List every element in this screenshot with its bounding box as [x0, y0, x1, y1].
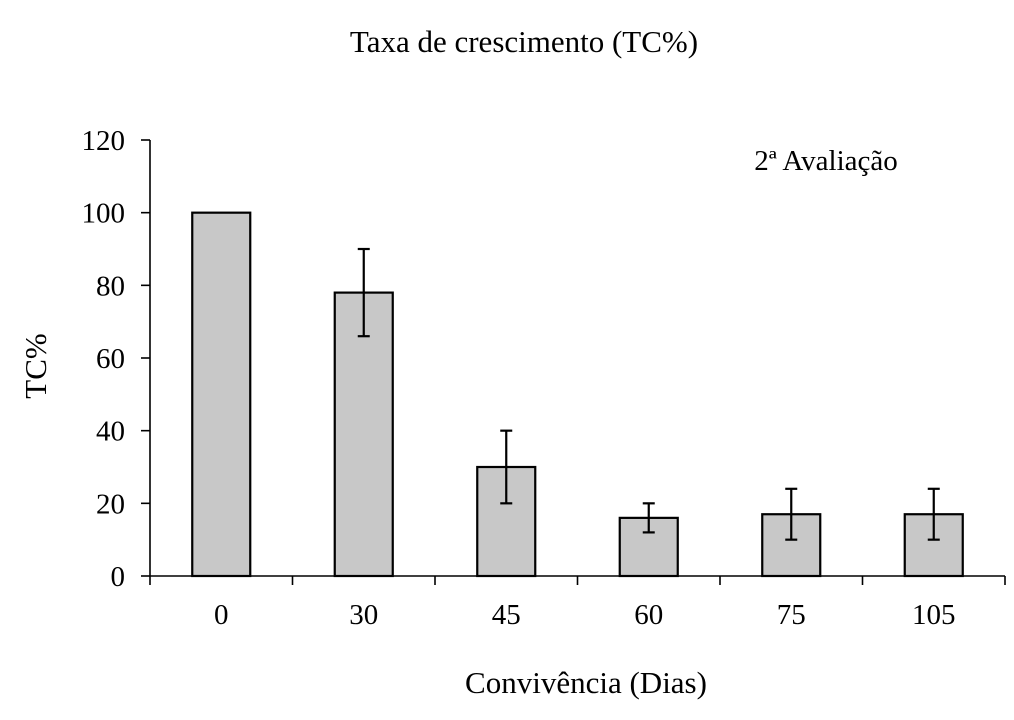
y-tick-label-120: 120 — [82, 125, 126, 157]
y-tick-label-80: 80 — [96, 270, 125, 302]
y-tick-label-40: 40 — [96, 416, 125, 448]
y-axis-title: TC% — [18, 333, 53, 398]
x-tick-label-0: 0 — [214, 599, 229, 631]
chart-title: Taxa de crescimento (TC%) — [350, 24, 698, 59]
y-tick-label-0: 0 — [111, 561, 126, 593]
y-tick-label-20: 20 — [96, 488, 125, 520]
y-tick-label-60: 60 — [96, 343, 125, 375]
x-tick-label-60: 60 — [634, 599, 663, 631]
x-tick-label-105: 105 — [912, 599, 956, 631]
chart-annotation: 2ª Avaliação — [754, 145, 898, 177]
x-tick-label-45: 45 — [492, 599, 521, 631]
bar-30 — [333, 291, 394, 578]
bar-75 — [761, 513, 822, 578]
x-tick-label-75: 75 — [777, 599, 806, 631]
x-axis-title: Convivência (Dias) — [465, 665, 707, 700]
bar-0 — [191, 211, 252, 578]
plot-area: 0 20 40 60 80 100 120 0 30 45 60 75 105 — [82, 125, 1006, 631]
x-tick-label-30: 30 — [349, 599, 378, 631]
y-tick-label-100: 100 — [82, 198, 126, 230]
